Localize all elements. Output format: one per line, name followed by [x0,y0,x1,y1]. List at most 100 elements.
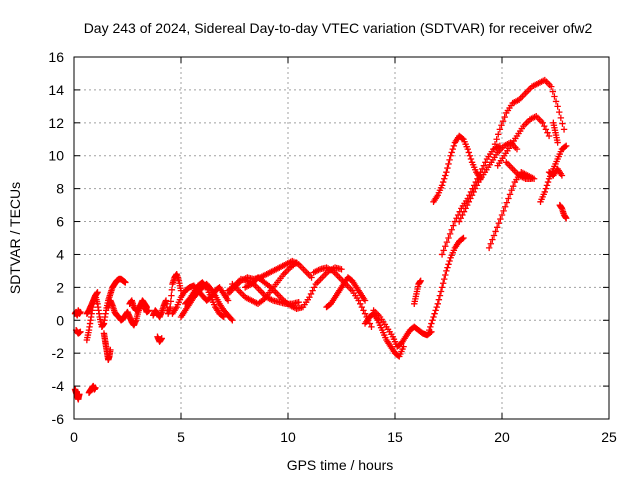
data-point [431,310,438,317]
data-point [107,346,114,354]
data-point [295,298,302,306]
data-point [450,142,458,150]
data-point [541,122,548,130]
y-tick-label: 8 [56,181,64,197]
data-point [355,297,362,304]
data-point [219,312,226,320]
data-point [459,211,466,219]
data-point [493,136,500,143]
data-point [544,129,551,136]
data-point [450,222,457,229]
data-point [361,310,369,317]
data-point [446,156,453,164]
data-point [539,119,546,127]
series-early-b [71,307,84,319]
data-point [361,297,369,304]
data-point [360,307,367,314]
series-top-c [485,168,538,252]
data-point [309,287,316,294]
data-point [563,142,570,150]
data-point [158,335,165,342]
data-point [495,131,502,138]
data-point [491,141,499,148]
data-point [167,303,174,311]
data-point [122,279,129,286]
data-point [441,175,448,182]
data-point [167,298,175,305]
data-point [220,313,227,321]
data-point [467,195,474,202]
data-point [437,288,445,295]
data-point [442,243,449,250]
data-point [445,234,452,242]
data-point [561,143,569,150]
data-point [443,168,450,176]
data-point [444,264,451,271]
series-arc-2 [83,289,101,317]
data-point [94,289,101,296]
data-point [465,149,473,156]
data-point [432,307,439,314]
data-point [554,103,561,110]
y-tick-label: -4 [52,378,65,394]
data-point [559,120,566,127]
data-point [448,149,455,156]
data-point [554,139,561,146]
data-point [446,257,453,265]
data-point [435,296,443,303]
data-point [508,187,515,194]
series-early-d [85,382,99,396]
x-tick-label: 10 [280,429,296,445]
data-point [307,290,315,298]
y-tick-label: 14 [48,82,64,98]
data-point [472,185,479,192]
data-point [448,226,455,233]
data-point [465,198,473,205]
data-point [468,192,476,199]
data-point [500,207,507,215]
data-point [496,126,504,133]
data-point [308,274,315,281]
series-tail-c [556,201,570,222]
data-point [492,228,499,235]
data-point [311,284,318,291]
data-point [542,185,550,192]
data-point [513,145,521,153]
series-mid-c [229,259,300,308]
axis-tick-labels: 0 5 10 15 20 25 -6 -4 -2 0 2 4 6 8 10 12 14 16 [48,49,617,445]
x-tick-label: 25 [601,429,617,445]
series-rise-d [456,139,521,225]
series-spike [411,277,424,308]
data-point [460,234,467,242]
grid [74,57,609,419]
data-point [498,211,506,219]
data-point [479,165,486,173]
data-point [545,132,553,140]
x-axis-label: GPS time / hours [287,457,394,473]
data-point [438,182,446,189]
series-early-a [71,386,83,403]
data-point [438,251,446,258]
data-point [438,284,446,291]
data-point [548,83,555,90]
series-tail-b [545,165,566,179]
data-point [464,145,471,153]
data-point [357,300,364,308]
data-point [440,247,447,254]
data-point [495,219,502,227]
y-axis-label: SDTVAR / TECUs [7,182,23,294]
y-tick-label: 16 [48,49,64,65]
chart-title: Day 243 of 2024, Sidereal Day-to-day VTE… [84,20,593,36]
data-point [542,126,550,133]
series-arc-4 [126,297,150,314]
y-tick-label: -6 [52,411,65,427]
series-top-a [490,76,568,153]
data-point [443,238,451,246]
y-tick-label: 12 [48,115,64,131]
data-point [473,182,481,189]
data-point [459,135,466,142]
data-point [442,172,449,179]
data-point [462,205,469,212]
data-point [457,215,465,222]
